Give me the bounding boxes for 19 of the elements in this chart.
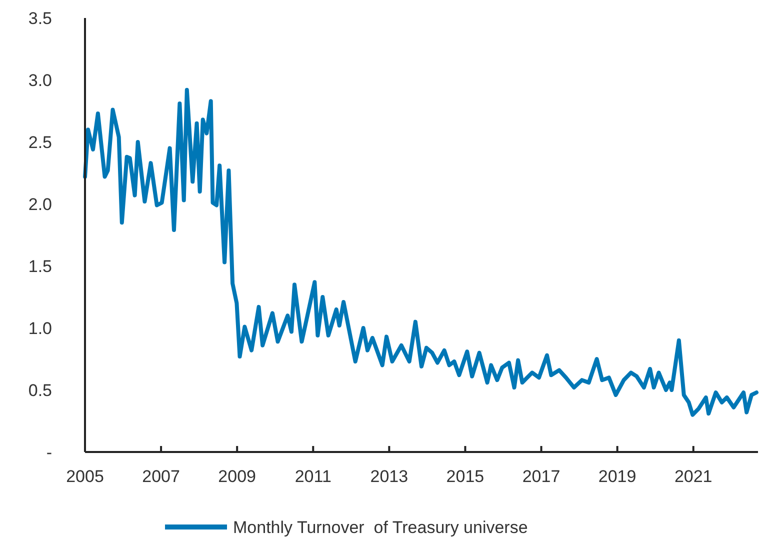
x-tick-label: 2007 [142, 467, 180, 486]
y-tick-label: 3.5 [28, 9, 52, 28]
x-tick-label: 2011 [294, 467, 332, 486]
x-tick-label: 2019 [598, 467, 636, 486]
x-tick-label: 2005 [66, 467, 104, 486]
y-tick-label: 0.5 [28, 381, 52, 400]
y-tick-label: - [46, 443, 52, 462]
y-tick-label: 3.0 [28, 71, 52, 90]
line-series [83, 88, 758, 417]
y-tick-label: 2.5 [28, 133, 52, 152]
y-tick-label: 2.0 [28, 195, 52, 214]
y-tick-label: 1.0 [28, 319, 52, 338]
legend-label: Monthly Turnover of Treasury universe [233, 518, 528, 537]
y-tick-label: 1.5 [28, 257, 52, 276]
x-tick-label: 2013 [370, 467, 408, 486]
x-tick-label: 2009 [218, 467, 256, 486]
x-tick-label: 2015 [446, 467, 484, 486]
x-tick-label: 2017 [522, 467, 560, 486]
x-tick-label: 2021 [674, 467, 712, 486]
